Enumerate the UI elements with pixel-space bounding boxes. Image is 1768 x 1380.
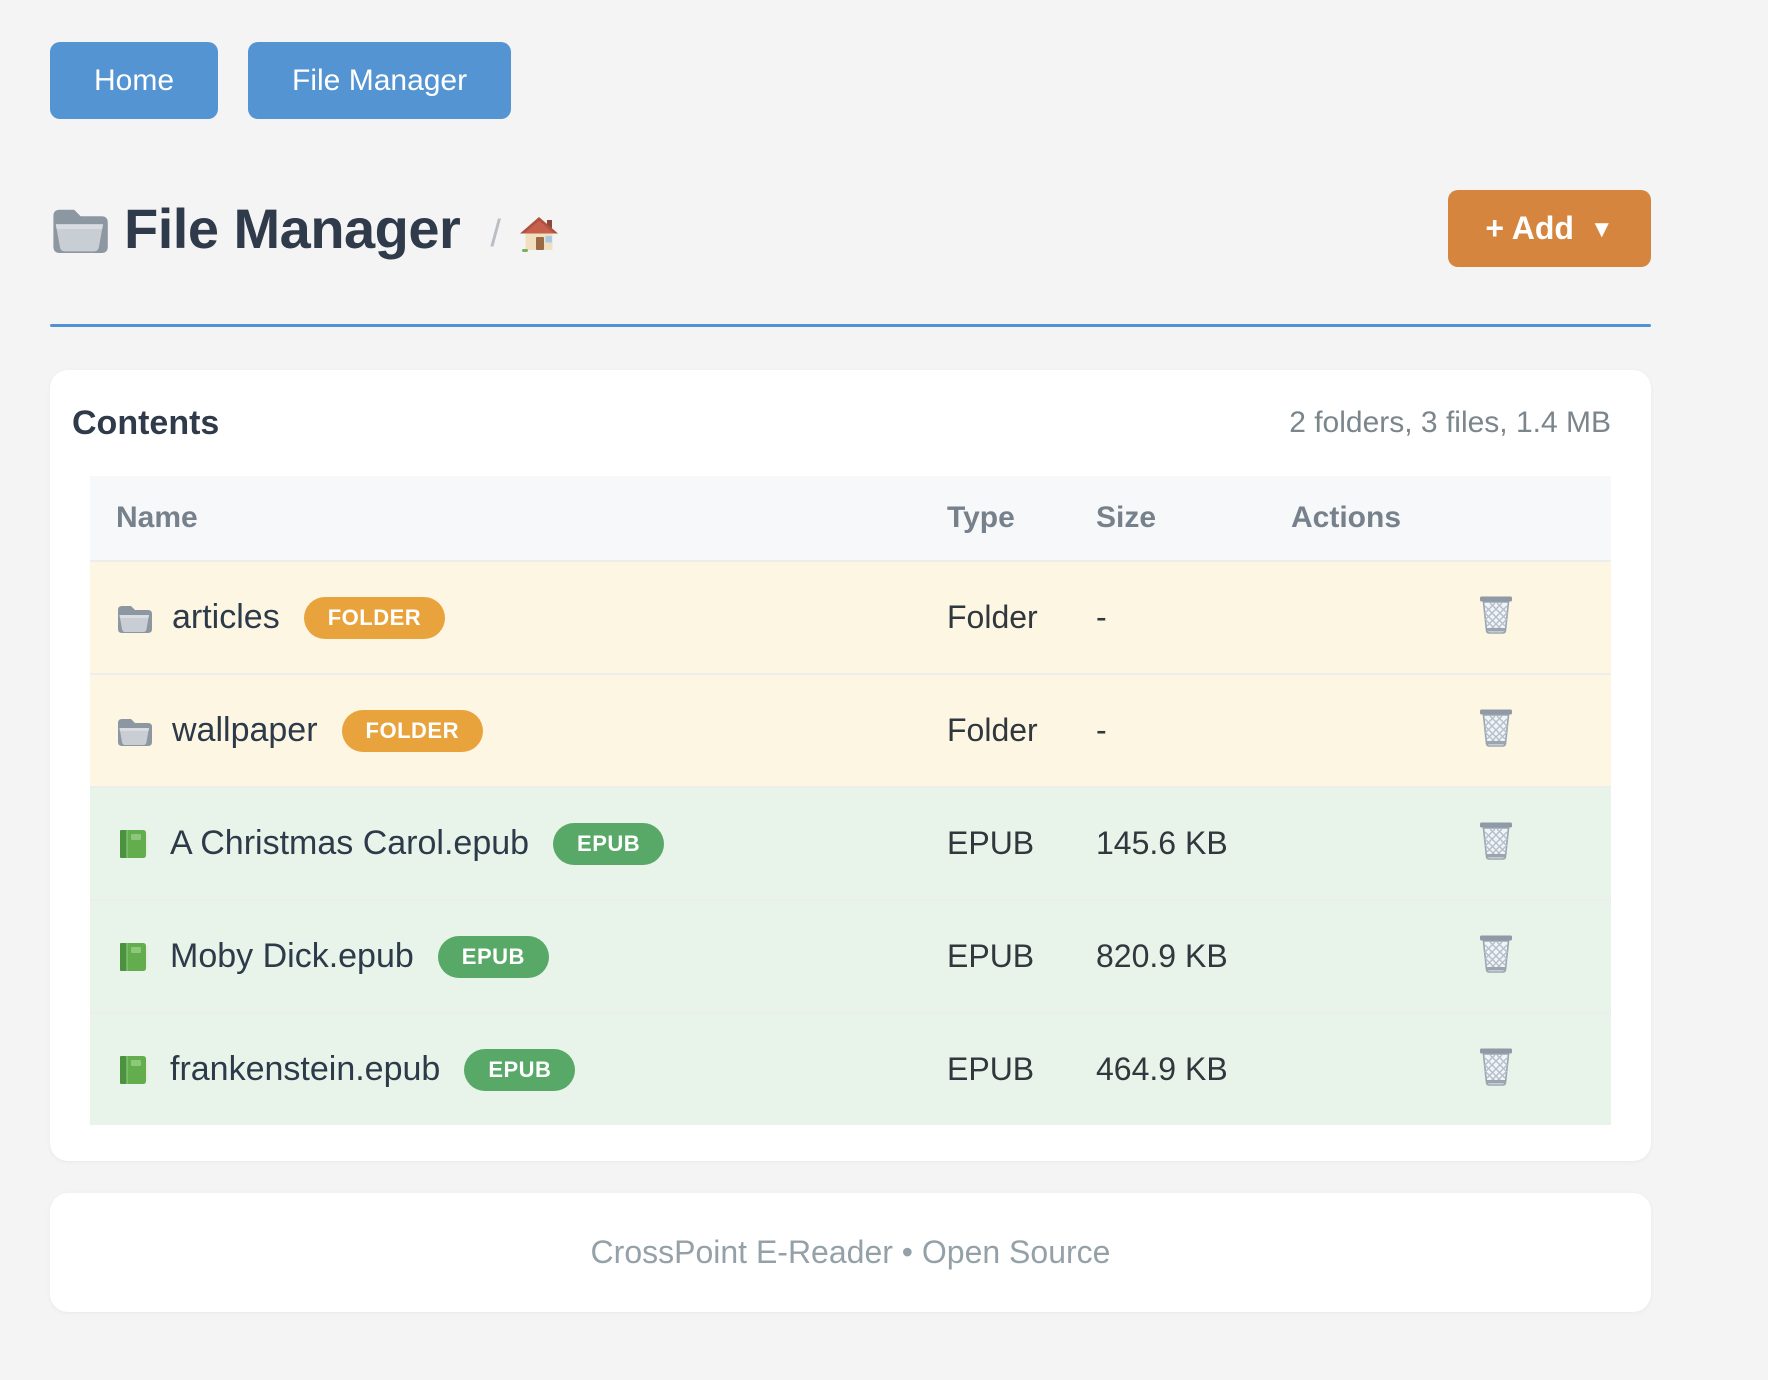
contents-summary: 2 folders, 3 files, 1.4 MB: [1289, 406, 1611, 439]
file-table-body: articles FOLDER Folder -: [90, 560, 1611, 1125]
table-row: A Christmas Carol.epub EPUB EPUB 145.6 K…: [90, 786, 1611, 899]
footer-card: CrossPoint E-Reader • Open Source: [50, 1193, 1651, 1312]
footer-text: CrossPoint E-Reader • Open Source: [590, 1234, 1111, 1270]
actions-cell: [1265, 593, 1610, 643]
book-icon: [116, 941, 150, 973]
column-header-name: Name: [116, 501, 198, 534]
type-badge: EPUB: [553, 822, 665, 865]
file-name-link[interactable]: frankenstein.epub: [170, 1050, 441, 1088]
size-cell: -: [1096, 712, 1107, 748]
table-row: frankenstein.epub EPUB EPUB 464.9 KB: [90, 1012, 1611, 1125]
table-row: articles FOLDER Folder -: [90, 560, 1611, 673]
chevron-down-icon: ▼: [1589, 215, 1614, 243]
contents-heading: Contents: [72, 403, 220, 442]
actions-cell: [1265, 1045, 1610, 1095]
file-name-cell: wallpaper FOLDER: [90, 709, 921, 752]
delete-button[interactable]: [1477, 706, 1515, 748]
trash-icon: [1477, 1045, 1515, 1087]
file-name-cell: articles FOLDER: [90, 596, 921, 639]
type-badge: FOLDER: [303, 596, 446, 639]
top-nav: Home File Manager: [50, 42, 1651, 119]
type-badge: FOLDER: [341, 709, 483, 752]
delete-button[interactable]: [1477, 1045, 1515, 1087]
type-badge: EPUB: [437, 935, 549, 978]
type-cell: EPUB: [947, 938, 1035, 974]
file-name-link[interactable]: Moby Dick.epub: [170, 937, 414, 975]
trash-icon: [1477, 706, 1515, 748]
folder-icon: [116, 603, 152, 633]
actions-cell: [1265, 706, 1610, 756]
book-icon: [116, 1054, 150, 1086]
file-name-link[interactable]: A Christmas Carol.epub: [170, 824, 530, 862]
page-title: File Manager: [124, 197, 461, 260]
size-cell: 820.9 KB: [1096, 938, 1228, 974]
size-cell: 145.6 KB: [1096, 825, 1228, 861]
type-cell: EPUB: [947, 825, 1035, 861]
type-badge: EPUB: [464, 1048, 576, 1091]
column-header-size: Size: [1096, 501, 1157, 534]
breadcrumb-separator: /: [490, 213, 501, 255]
file-name-cell: Moby Dick.epub EPUB: [90, 935, 921, 978]
nav-file-manager-button[interactable]: File Manager: [248, 42, 512, 119]
file-name-link[interactable]: articles: [172, 598, 280, 636]
type-cell: Folder: [947, 599, 1038, 635]
book-icon: [116, 828, 150, 860]
file-name-cell: frankenstein.epub EPUB: [90, 1048, 921, 1091]
title-wrap: File Manager /: [50, 196, 1448, 261]
folder-icon: [50, 205, 108, 253]
column-header-actions: Actions: [1291, 501, 1402, 534]
file-table-header: Name Type Size Actions: [90, 476, 1611, 560]
delete-button[interactable]: [1477, 593, 1515, 635]
folder-icon: [116, 716, 152, 746]
house-icon[interactable]: [519, 216, 559, 252]
page-container: Home File Manager File Manager /: [50, 0, 1651, 1312]
nav-home-button[interactable]: Home: [50, 42, 219, 119]
file-name-cell: A Christmas Carol.epub EPUB: [90, 822, 921, 865]
type-cell: Folder: [947, 712, 1038, 748]
size-cell: -: [1096, 599, 1107, 635]
page-header: File Manager / + Add ▼: [50, 190, 1651, 267]
table-row: Moby Dick.epub EPUB EPUB 820.9 KB: [90, 899, 1611, 1012]
column-header-type: Type: [947, 501, 1015, 534]
contents-card-header: Contents 2 folders, 3 files, 1.4 MB: [72, 400, 1611, 446]
contents-card: Contents 2 folders, 3 files, 1.4 MB Name…: [50, 370, 1651, 1161]
file-table: Name Type Size Actions articles FOLDER F…: [90, 476, 1611, 1125]
file-name-link[interactable]: wallpaper: [172, 711, 318, 749]
add-button-label: + Add: [1485, 210, 1574, 246]
table-row: wallpaper FOLDER Folder -: [90, 673, 1611, 786]
trash-icon: [1477, 932, 1515, 974]
type-cell: EPUB: [947, 1051, 1035, 1087]
size-cell: 464.9 KB: [1096, 1051, 1228, 1087]
actions-cell: [1265, 932, 1610, 982]
actions-cell: [1265, 819, 1610, 869]
delete-button[interactable]: [1477, 819, 1515, 861]
trash-icon: [1477, 593, 1515, 635]
trash-icon: [1477, 819, 1515, 861]
accent-divider: [50, 324, 1651, 327]
delete-button[interactable]: [1477, 932, 1515, 974]
add-button[interactable]: + Add ▼: [1448, 190, 1651, 267]
